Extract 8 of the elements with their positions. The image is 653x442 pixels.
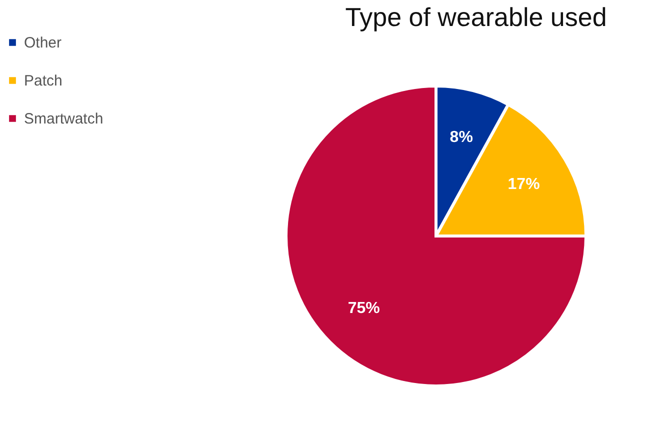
legend-label: Patch xyxy=(24,72,62,90)
data-label: 75% xyxy=(348,300,380,318)
chart-title: Type of wearable used xyxy=(345,2,607,32)
data-label: 8% xyxy=(450,129,473,146)
pie-slice xyxy=(284,84,588,388)
legend-label: Other xyxy=(24,34,62,52)
data-label: 17% xyxy=(508,176,540,194)
legend-label: Smartwatch xyxy=(24,110,104,128)
